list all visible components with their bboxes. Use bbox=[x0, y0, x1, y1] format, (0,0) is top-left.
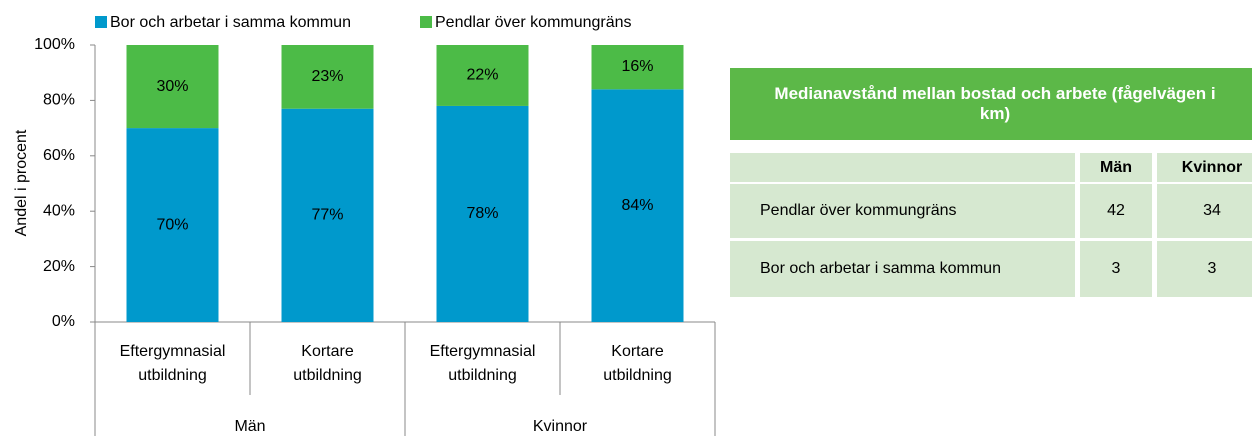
data-label: 78% bbox=[466, 205, 498, 222]
bar-segment bbox=[591, 89, 684, 322]
data-label: 84% bbox=[621, 197, 653, 214]
bar-segment bbox=[126, 45, 219, 129]
table-cell: 3 bbox=[1080, 241, 1152, 297]
bar-segment bbox=[126, 128, 219, 322]
legend-swatch bbox=[95, 16, 107, 28]
bar-segment bbox=[591, 45, 684, 90]
y-tick-label: 0% bbox=[52, 313, 75, 330]
y-axis-label: Andel i procent bbox=[13, 129, 30, 236]
y-tick-label: 20% bbox=[43, 258, 75, 275]
table-cell: 42 bbox=[1080, 184, 1152, 238]
header-cell bbox=[730, 153, 1075, 182]
row-label: Bor och arbetar i samma kommun bbox=[730, 241, 1075, 297]
bar-segment bbox=[436, 105, 529, 322]
table-title: Medianavstånd mellan bostad och arbete (… bbox=[730, 68, 1252, 140]
data-label: 23% bbox=[311, 68, 343, 85]
legend-label: Pendlar över kommungräns bbox=[435, 14, 632, 31]
legend-label: Bor och arbetar i samma kommun bbox=[110, 14, 351, 31]
x-tick-label: Eftergymnasial utbildning bbox=[119, 343, 226, 384]
y-tick-label: 40% bbox=[43, 202, 75, 219]
y-tick-label: 100% bbox=[34, 36, 75, 53]
data-label: 22% bbox=[466, 67, 498, 84]
y-tick-label: 60% bbox=[43, 147, 75, 164]
legend-swatch bbox=[420, 16, 432, 28]
column-header: Kvinnor bbox=[1157, 153, 1252, 182]
x-tick-label: Eftergymnasial utbildning bbox=[429, 343, 536, 384]
table-cell: 3 bbox=[1157, 241, 1252, 297]
bar-segment bbox=[281, 45, 374, 109]
y-tick-label: 80% bbox=[43, 92, 75, 109]
x-tick-label: Kortare utbildning bbox=[293, 343, 362, 384]
column-header: Män bbox=[1080, 153, 1152, 182]
bar-segment bbox=[436, 45, 529, 106]
data-label: 77% bbox=[311, 207, 343, 224]
row-label: Pendlar över kommungräns bbox=[730, 184, 1075, 238]
data-label: 16% bbox=[621, 58, 653, 75]
data-label: 70% bbox=[156, 216, 188, 233]
table-cell: 34 bbox=[1157, 184, 1252, 238]
data-label: 30% bbox=[156, 78, 188, 95]
group-label: Män bbox=[234, 418, 266, 435]
bar-segment bbox=[281, 108, 374, 323]
x-tick-label: Kortare utbildning bbox=[603, 343, 672, 384]
group-label: Kvinnor bbox=[532, 418, 588, 435]
